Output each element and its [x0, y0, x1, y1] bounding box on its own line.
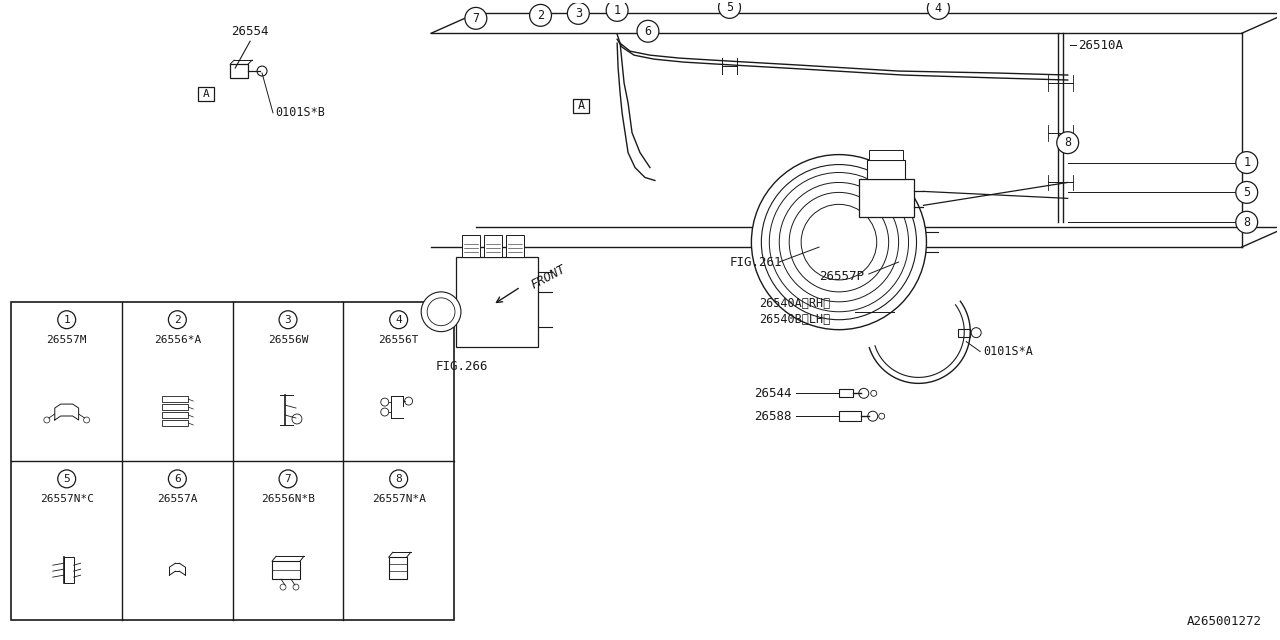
Bar	[838, 412, 861, 421]
Bar	[64, 557, 74, 583]
Circle shape	[389, 470, 407, 488]
Bar	[456, 257, 538, 347]
Bar	[389, 557, 407, 579]
Circle shape	[801, 204, 877, 280]
Text: 8: 8	[1243, 216, 1251, 228]
Bar	[869, 150, 902, 159]
Bar	[867, 159, 905, 179]
Circle shape	[169, 470, 187, 488]
Circle shape	[1235, 152, 1258, 173]
Bar	[506, 235, 524, 257]
Text: 8: 8	[1064, 136, 1071, 149]
Text: 7: 7	[472, 12, 480, 25]
Circle shape	[790, 193, 888, 292]
Circle shape	[769, 173, 909, 312]
Bar	[230, 64, 248, 78]
Circle shape	[1057, 132, 1079, 154]
Bar	[163, 420, 188, 426]
Text: 0101S*B: 0101S*B	[275, 106, 325, 119]
Text: 26556W: 26556W	[268, 335, 308, 344]
Text: 6: 6	[174, 474, 180, 484]
Circle shape	[637, 20, 659, 42]
Text: 1: 1	[63, 315, 70, 324]
Text: 5: 5	[63, 474, 70, 484]
Text: 4: 4	[934, 2, 942, 15]
Bar	[959, 329, 970, 337]
Circle shape	[279, 311, 297, 329]
Text: 26556*A: 26556*A	[154, 335, 201, 344]
Circle shape	[530, 4, 552, 26]
Bar	[573, 99, 589, 113]
Circle shape	[58, 470, 76, 488]
Circle shape	[58, 311, 76, 329]
Text: FRONT: FRONT	[529, 262, 568, 291]
Circle shape	[169, 311, 187, 329]
Text: FIG.261: FIG.261	[730, 255, 782, 269]
Bar	[198, 87, 214, 101]
Text: 26556T: 26556T	[379, 335, 419, 344]
Text: 5: 5	[726, 1, 733, 14]
Text: 3: 3	[284, 315, 292, 324]
Circle shape	[928, 0, 950, 19]
Bar	[163, 412, 188, 418]
Circle shape	[279, 470, 297, 488]
Text: 1: 1	[1243, 156, 1251, 169]
Text: 26554: 26554	[232, 25, 269, 38]
Text: FIG.266: FIG.266	[436, 360, 489, 373]
Bar	[484, 235, 502, 257]
Bar	[12, 302, 454, 620]
Circle shape	[421, 292, 461, 332]
Bar	[859, 179, 914, 217]
Text: 26510A: 26510A	[1078, 38, 1123, 52]
Text: A: A	[577, 99, 585, 113]
Text: 26557A: 26557A	[157, 493, 197, 504]
Text: 5: 5	[1243, 186, 1251, 199]
Text: 26544: 26544	[754, 387, 792, 400]
Text: 2: 2	[538, 9, 544, 22]
Text: 7: 7	[284, 474, 292, 484]
Text: 6: 6	[644, 25, 652, 38]
Circle shape	[428, 298, 454, 326]
Text: 26557M: 26557M	[46, 335, 87, 344]
Text: 4: 4	[396, 315, 402, 324]
Text: 3: 3	[575, 7, 582, 20]
Text: A: A	[204, 89, 210, 99]
Bar	[163, 396, 188, 402]
Circle shape	[389, 311, 407, 329]
Circle shape	[1235, 182, 1258, 204]
Circle shape	[607, 0, 628, 21]
Text: 8: 8	[396, 474, 402, 484]
Bar	[163, 404, 188, 410]
Text: 26556N*B: 26556N*B	[261, 493, 315, 504]
Circle shape	[567, 3, 589, 24]
Text: 26588: 26588	[754, 410, 792, 422]
Circle shape	[718, 0, 740, 19]
Bar	[273, 561, 300, 579]
Text: 26540A〈RH〉: 26540A〈RH〉	[759, 298, 831, 310]
Text: A265001272: A265001272	[1187, 615, 1262, 628]
Circle shape	[1235, 211, 1258, 233]
Text: 26557N*A: 26557N*A	[371, 493, 426, 504]
Text: 1: 1	[613, 4, 621, 17]
Text: 26557N*C: 26557N*C	[40, 493, 93, 504]
Text: 0101S*A: 0101S*A	[983, 345, 1033, 358]
Bar	[462, 235, 480, 257]
Text: 26540B〈LH〉: 26540B〈LH〉	[759, 313, 831, 326]
Circle shape	[465, 8, 486, 29]
Text: 26557P: 26557P	[819, 271, 864, 284]
Circle shape	[780, 182, 899, 302]
Text: 2: 2	[174, 315, 180, 324]
Circle shape	[762, 164, 916, 320]
Bar	[838, 389, 852, 397]
Circle shape	[751, 155, 927, 330]
